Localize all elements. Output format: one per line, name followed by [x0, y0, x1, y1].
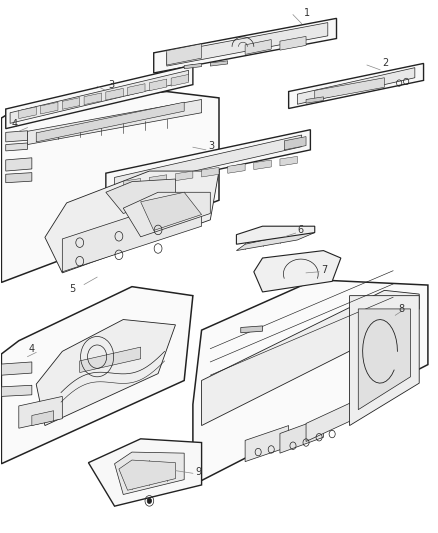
Polygon shape — [306, 403, 350, 441]
Polygon shape — [123, 192, 210, 237]
Polygon shape — [84, 93, 102, 104]
Polygon shape — [280, 156, 297, 166]
Polygon shape — [184, 63, 201, 69]
Polygon shape — [106, 88, 123, 100]
Polygon shape — [1, 362, 32, 375]
Polygon shape — [193, 280, 428, 485]
Polygon shape — [306, 97, 323, 103]
Polygon shape — [237, 232, 315, 251]
Polygon shape — [241, 326, 262, 333]
Polygon shape — [106, 130, 311, 193]
Text: 8: 8 — [398, 304, 404, 314]
Polygon shape — [45, 171, 219, 273]
Text: 5: 5 — [69, 284, 75, 294]
Polygon shape — [115, 452, 184, 495]
Polygon shape — [88, 439, 201, 506]
Polygon shape — [10, 70, 188, 123]
Polygon shape — [41, 102, 58, 114]
Polygon shape — [201, 167, 219, 177]
Text: 2: 2 — [382, 59, 388, 68]
Polygon shape — [119, 460, 176, 490]
Polygon shape — [350, 296, 419, 425]
Polygon shape — [315, 78, 385, 100]
Polygon shape — [280, 36, 306, 50]
Polygon shape — [210, 61, 228, 66]
Polygon shape — [289, 63, 424, 109]
Polygon shape — [167, 44, 201, 65]
Polygon shape — [1, 385, 32, 397]
Polygon shape — [80, 347, 141, 373]
Polygon shape — [115, 135, 302, 189]
Polygon shape — [62, 98, 80, 109]
Polygon shape — [123, 179, 141, 188]
Polygon shape — [201, 290, 419, 425]
Polygon shape — [245, 425, 289, 462]
Polygon shape — [176, 171, 193, 181]
Polygon shape — [154, 18, 336, 73]
Polygon shape — [149, 79, 167, 91]
Text: 4: 4 — [11, 119, 18, 130]
Polygon shape — [62, 193, 201, 272]
Polygon shape — [171, 75, 188, 86]
Polygon shape — [284, 136, 306, 150]
Polygon shape — [6, 131, 28, 142]
Polygon shape — [237, 226, 315, 244]
Polygon shape — [280, 418, 323, 453]
Text: 3: 3 — [208, 141, 214, 151]
Polygon shape — [36, 102, 184, 142]
Polygon shape — [6, 65, 193, 128]
Polygon shape — [6, 143, 28, 151]
Polygon shape — [28, 100, 201, 144]
Polygon shape — [149, 175, 167, 184]
Polygon shape — [167, 22, 328, 66]
Polygon shape — [127, 84, 145, 95]
Text: 3: 3 — [108, 79, 114, 90]
Polygon shape — [6, 158, 32, 171]
Circle shape — [147, 498, 152, 504]
Polygon shape — [1, 92, 219, 282]
Polygon shape — [32, 411, 53, 425]
Text: 9: 9 — [195, 467, 201, 477]
Polygon shape — [228, 164, 245, 173]
Polygon shape — [245, 39, 271, 54]
Text: 6: 6 — [297, 225, 304, 236]
Polygon shape — [19, 107, 36, 118]
Polygon shape — [358, 309, 410, 410]
Polygon shape — [19, 397, 62, 428]
Polygon shape — [297, 68, 415, 104]
Polygon shape — [141, 192, 201, 230]
Text: 7: 7 — [321, 265, 328, 275]
Polygon shape — [254, 251, 341, 292]
Polygon shape — [254, 160, 271, 169]
Text: 4: 4 — [28, 344, 35, 354]
Polygon shape — [106, 179, 176, 214]
Polygon shape — [36, 319, 176, 425]
Text: 1: 1 — [304, 7, 310, 18]
Polygon shape — [1, 287, 193, 464]
Polygon shape — [6, 173, 32, 183]
